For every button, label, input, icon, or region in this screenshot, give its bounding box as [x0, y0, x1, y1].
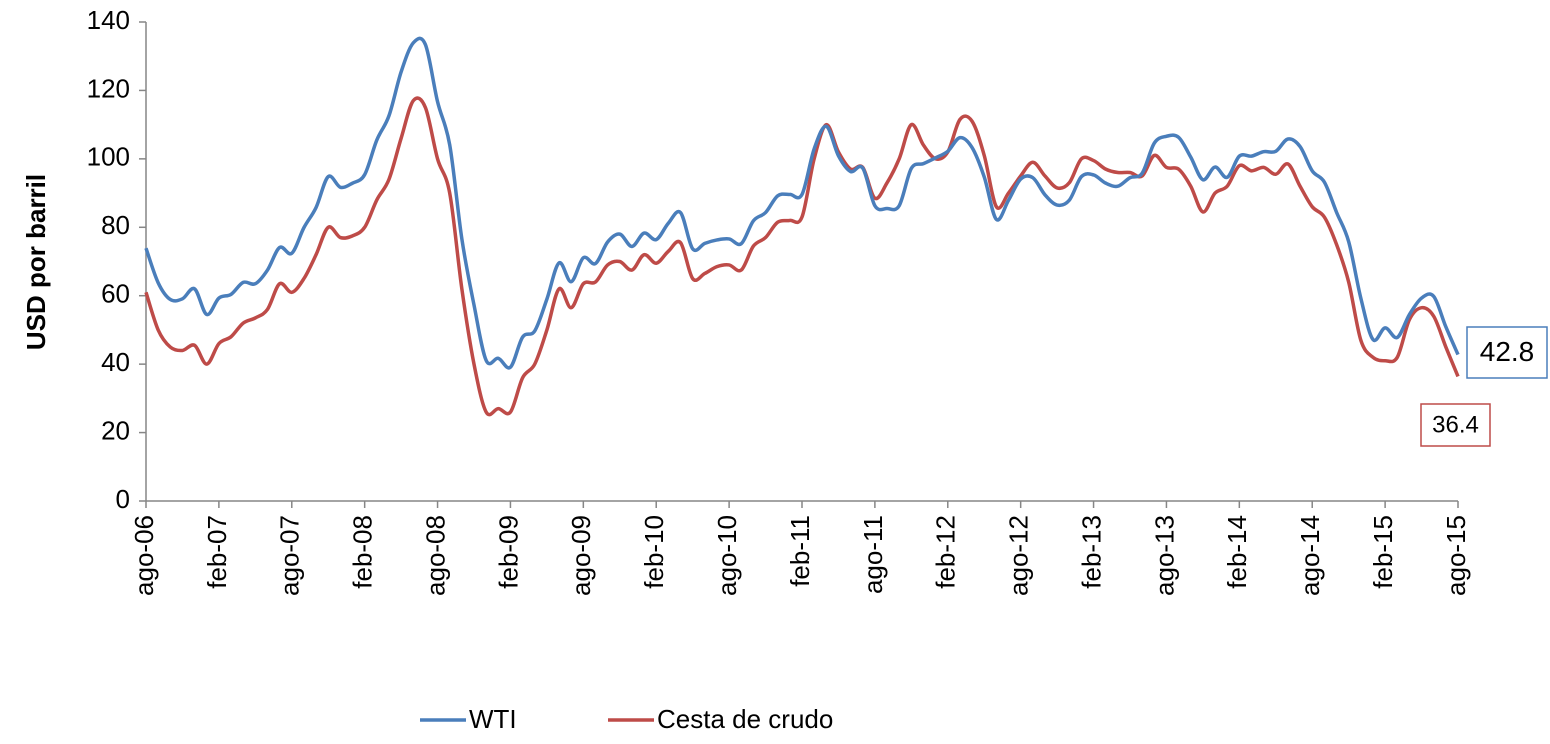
x-tick-label: ago-12 [1004, 515, 1034, 596]
y-tick-label: 140 [87, 5, 130, 35]
x-tick-label: ago-11 [858, 515, 888, 594]
y-tick-label: 0 [116, 484, 130, 514]
value-label: 42.8 [1480, 336, 1535, 367]
x-tick-label: feb-12 [931, 515, 961, 589]
y-tick-label: 40 [101, 347, 130, 377]
x-tick-label: ago-06 [129, 515, 159, 596]
x-tick-label: feb-07 [202, 515, 232, 589]
y-tick-label: 60 [101, 279, 130, 309]
line-series [144, 96, 1460, 417]
x-tick-label: ago-10 [712, 515, 742, 596]
x-tick-label: feb-13 [1076, 515, 1106, 589]
value-label-box [1420, 403, 1491, 447]
value-label: 36.4 [1432, 411, 1479, 438]
x-tick-label: ago-09 [566, 515, 596, 596]
x-tick-label: ago-08 [420, 515, 450, 596]
y-tick-label: 100 [87, 142, 130, 172]
x-tick-label: feb-10 [639, 515, 669, 589]
y-tick-label: 80 [101, 210, 130, 240]
x-tick-label: ago-14 [1295, 515, 1325, 596]
x-tick-label: ago-13 [1149, 515, 1179, 596]
x-tick-label: ago-15 [1441, 515, 1471, 596]
y-axis-label: USD por barril [21, 174, 51, 350]
line-series [144, 36, 1460, 370]
legend-label: Cesta de crudo [657, 704, 833, 734]
value-label-box [1466, 326, 1548, 379]
y-tick-label: 20 [101, 415, 130, 445]
x-tick-label: ago-07 [275, 515, 305, 596]
x-tick-label: feb-11 [785, 515, 815, 587]
legend-label: WTI [469, 704, 517, 734]
x-tick-label: feb-14 [1222, 515, 1252, 589]
y-tick-label: 120 [87, 73, 130, 103]
x-tick-label: feb-08 [348, 515, 378, 589]
x-tick-label: feb-09 [493, 515, 523, 589]
x-tick-label: feb-15 [1368, 515, 1398, 589]
